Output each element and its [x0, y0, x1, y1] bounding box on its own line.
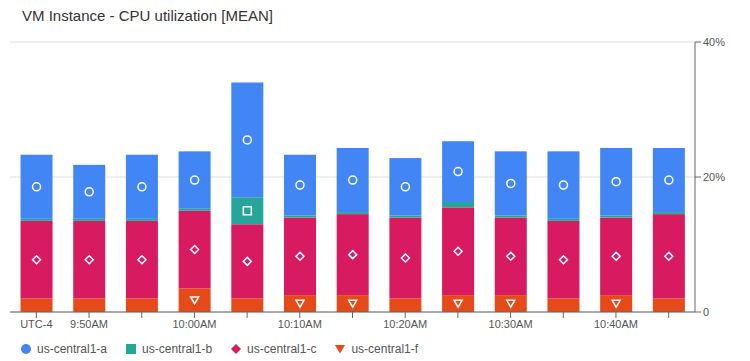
svg-text:40%: 40% — [703, 36, 725, 48]
svg-text:10:20AM: 10:20AM — [383, 318, 427, 330]
svg-text:10:00AM: 10:00AM — [172, 318, 216, 330]
svg-text:0: 0 — [703, 306, 709, 318]
html-text:VM Instance - CPU utilization: VM Instance - CPU utilization [MEAN] — [22, 7, 273, 24]
svg-text:UTC-4: UTC-4 — [20, 318, 52, 330]
svg-text:10:40AM: 10:40AM — [594, 318, 638, 330]
svg-text:10:10AM: 10:10AM — [278, 318, 322, 330]
html-text:us-central1-a: us-central1-a — [37, 342, 107, 356]
html-text:us-central1-b: us-central1-b — [142, 342, 213, 356]
svg-text:20%: 20% — [703, 171, 725, 183]
svg-text:9:50AM: 9:50AM — [70, 318, 108, 330]
svg-text:10:30AM: 10:30AM — [489, 318, 533, 330]
html-text:us-central1-f: us-central1-f — [351, 342, 419, 356]
html-text:us-central1-c: us-central1-c — [247, 342, 317, 356]
